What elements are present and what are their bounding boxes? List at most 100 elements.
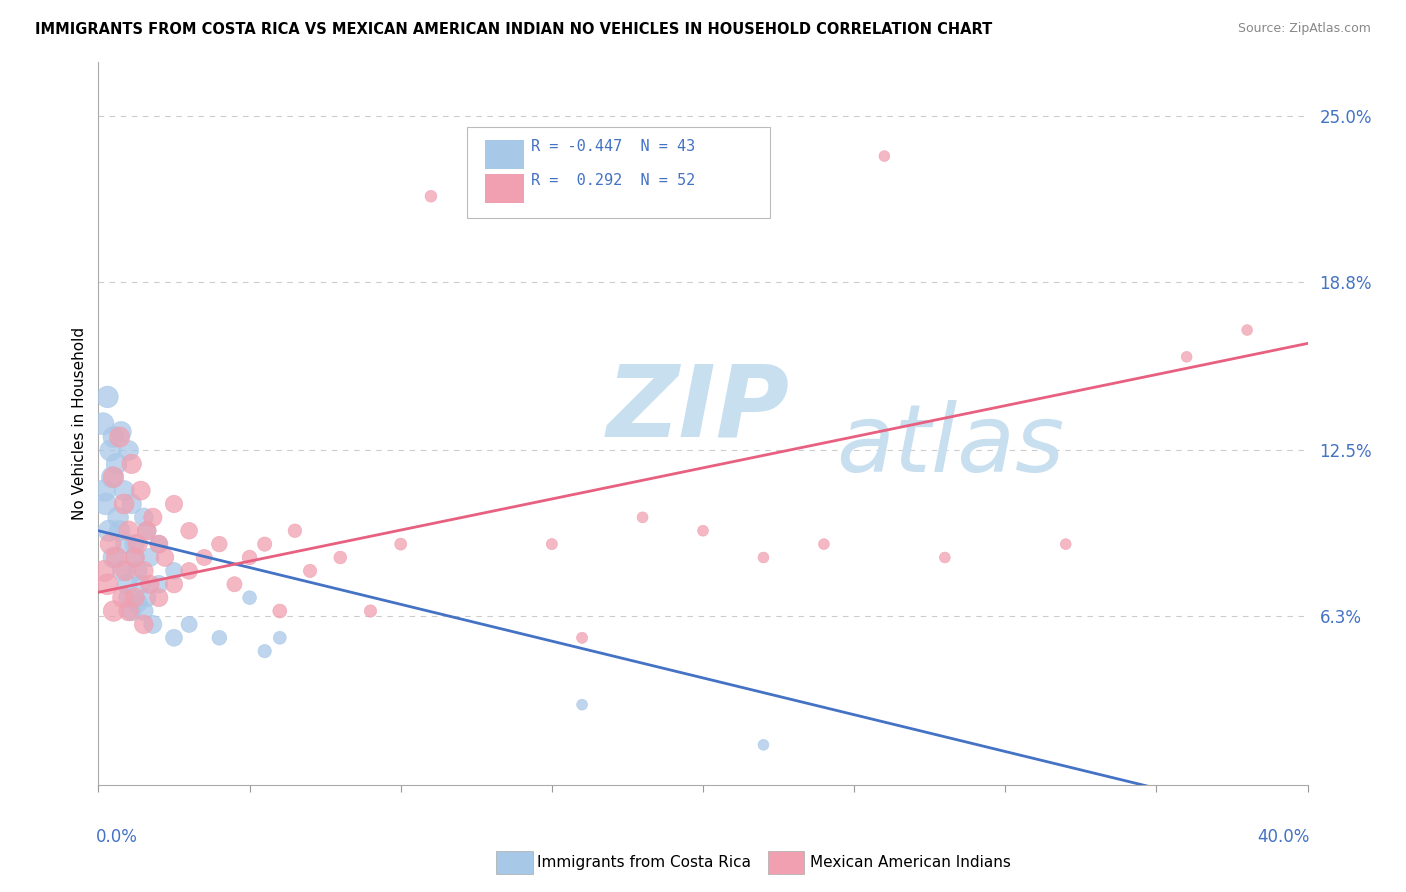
Point xyxy=(1054,537,1077,551)
Point xyxy=(752,738,775,752)
Text: IMMIGRANTS FROM COSTA RICA VS MEXICAN AMERICAN INDIAN NO VEHICLES IN HOUSEHOLD C: IMMIGRANTS FROM COSTA RICA VS MEXICAN AM… xyxy=(35,22,993,37)
FancyBboxPatch shape xyxy=(485,140,524,169)
Point xyxy=(135,524,157,538)
Point xyxy=(121,457,143,471)
Point xyxy=(389,537,412,551)
Point xyxy=(108,430,131,444)
Point xyxy=(752,550,775,565)
Point xyxy=(208,631,231,645)
Point xyxy=(132,564,155,578)
Point xyxy=(114,564,136,578)
Point xyxy=(571,631,593,645)
Point xyxy=(139,550,162,565)
Text: R =  0.292  N = 52: R = 0.292 N = 52 xyxy=(531,173,696,188)
Point xyxy=(1175,350,1198,364)
Point xyxy=(127,596,149,610)
Point xyxy=(132,510,155,524)
Text: Mexican American Indians: Mexican American Indians xyxy=(810,855,1011,870)
Point xyxy=(96,577,118,591)
FancyBboxPatch shape xyxy=(467,128,769,218)
Text: Immigrants from Costa Rica: Immigrants from Costa Rica xyxy=(537,855,751,870)
Point xyxy=(692,524,714,538)
Point xyxy=(148,537,170,551)
Point xyxy=(105,457,128,471)
Y-axis label: No Vehicles in Household: No Vehicles in Household xyxy=(72,327,87,520)
Point xyxy=(124,537,146,551)
Point xyxy=(124,591,146,605)
Point xyxy=(631,510,654,524)
Point xyxy=(93,483,115,498)
Text: atlas: atlas xyxy=(837,400,1064,491)
Point xyxy=(94,497,117,511)
Point xyxy=(253,537,276,551)
Point xyxy=(93,564,115,578)
Point xyxy=(107,510,129,524)
Point xyxy=(571,698,593,712)
Point xyxy=(100,537,122,551)
Point xyxy=(127,564,149,578)
Point xyxy=(111,564,134,578)
Point xyxy=(148,577,170,591)
Point xyxy=(269,631,291,645)
Point xyxy=(111,591,134,605)
Point xyxy=(135,524,157,538)
Point xyxy=(179,564,201,578)
Point xyxy=(153,550,176,565)
Point xyxy=(142,510,165,524)
Point xyxy=(239,591,262,605)
Point xyxy=(934,550,956,565)
Point xyxy=(269,604,291,618)
Point xyxy=(124,550,146,565)
Point xyxy=(139,577,162,591)
Point xyxy=(148,537,170,551)
Point xyxy=(91,417,114,431)
Point xyxy=(132,604,155,618)
Point xyxy=(420,189,443,203)
Point xyxy=(253,644,276,658)
Point xyxy=(118,443,141,458)
Point xyxy=(100,443,122,458)
Text: ZIP: ZIP xyxy=(606,360,789,458)
Point xyxy=(103,470,125,484)
Point xyxy=(96,390,118,404)
Point xyxy=(135,591,157,605)
Text: 40.0%: 40.0% xyxy=(1257,829,1310,847)
Point xyxy=(148,591,170,605)
Point xyxy=(118,604,141,618)
Point xyxy=(540,537,562,551)
Point xyxy=(110,425,132,439)
FancyBboxPatch shape xyxy=(485,175,524,202)
Point xyxy=(193,550,215,565)
Point xyxy=(112,483,135,498)
Point xyxy=(163,564,186,578)
Point xyxy=(101,470,124,484)
Point xyxy=(112,497,135,511)
Point xyxy=(103,550,125,565)
Point xyxy=(129,483,152,498)
Point xyxy=(1236,323,1258,337)
Point xyxy=(329,550,352,565)
Point xyxy=(224,577,246,591)
Point xyxy=(121,497,143,511)
Point xyxy=(127,537,149,551)
Point xyxy=(873,149,896,163)
Point xyxy=(121,604,143,618)
Point xyxy=(163,497,186,511)
Point xyxy=(118,524,141,538)
Point xyxy=(98,524,121,538)
Point xyxy=(142,617,165,632)
Point xyxy=(115,577,138,591)
Point xyxy=(299,564,322,578)
Point xyxy=(163,631,186,645)
Point xyxy=(118,591,141,605)
Point xyxy=(163,577,186,591)
Point xyxy=(129,577,152,591)
Text: Source: ZipAtlas.com: Source: ZipAtlas.com xyxy=(1237,22,1371,36)
Point xyxy=(114,537,136,551)
Point xyxy=(208,537,231,551)
Point xyxy=(108,524,131,538)
Point xyxy=(103,430,125,444)
Point xyxy=(105,550,128,565)
Point xyxy=(813,537,835,551)
Point xyxy=(124,550,146,565)
